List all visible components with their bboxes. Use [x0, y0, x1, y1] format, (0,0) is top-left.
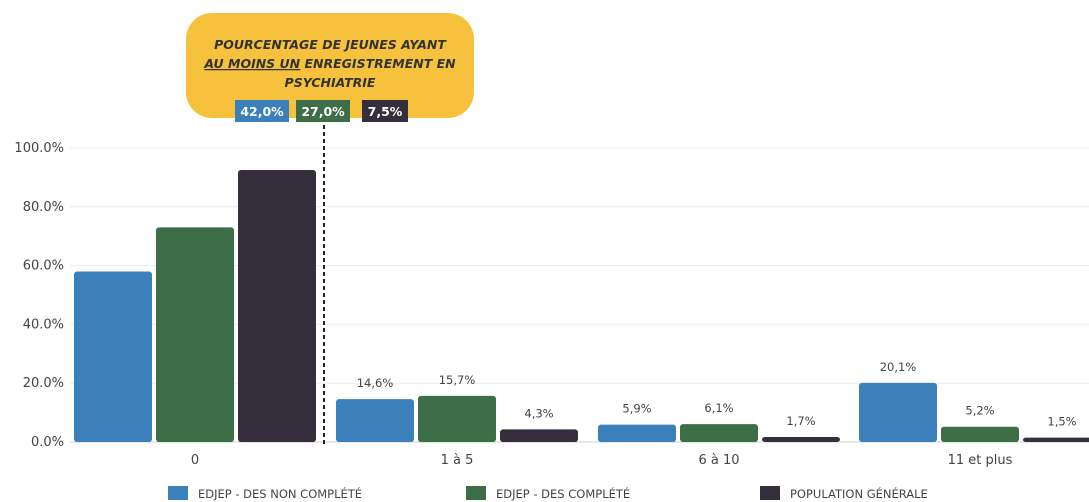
- y-tick-label: 60.0%: [23, 259, 64, 274]
- y-tick-label: 0.0%: [31, 435, 64, 450]
- y-tick-label: 80.0%: [23, 200, 64, 215]
- callout-box: POURCENTAGE DE JEUNES AYANT AU MOINS UN …: [186, 13, 474, 122]
- bar: [74, 271, 152, 442]
- data-label: 6,1%: [704, 401, 733, 415]
- x-category-label: 6 à 10: [698, 453, 739, 468]
- callout-line-3: PSYCHIATRIE: [285, 75, 376, 90]
- callout-underlined-text: AU MOINS UN: [203, 56, 300, 71]
- bar: [859, 382, 937, 442]
- legend: EDJEP - DES NON COMPLÉTÉ EDJEP - DES COMP…: [168, 486, 928, 501]
- bars: [74, 170, 1089, 443]
- bar: [418, 395, 496, 442]
- data-label: 5,2%: [965, 404, 994, 418]
- legend-swatch: [466, 486, 486, 500]
- data-label: 1,5%: [1047, 415, 1076, 429]
- x-category-label: 11 et plus: [948, 453, 1013, 468]
- bar: [762, 437, 840, 442]
- data-label: 1,7%: [786, 414, 815, 428]
- data-label: 15,7%: [439, 373, 476, 387]
- data-label: 5,9%: [622, 402, 651, 416]
- callout-line-2-rest: ENREGISTREMENT EN: [300, 56, 456, 71]
- bar: [1023, 437, 1089, 442]
- legend-label: EDJEP - DES NON COMPLÉTÉ: [198, 486, 362, 501]
- badge-population-bg: [362, 100, 408, 122]
- x-category-label: 0: [191, 453, 199, 468]
- legend-swatch: [760, 486, 780, 500]
- y-tick-label: 20.0%: [23, 376, 64, 391]
- callout-line-2: AU MOINS UN ENREGISTREMENT EN: [203, 56, 456, 71]
- y-tick-label: 100.0%: [14, 141, 64, 156]
- x-axis-categories: 0 1 à 5 6 à 10 11 et plus: [191, 453, 1013, 468]
- legend-swatch: [168, 486, 188, 500]
- data-label: 14,6%: [357, 376, 394, 390]
- bar: [680, 424, 758, 442]
- data-label: 20,1%: [880, 360, 917, 374]
- bar: [238, 170, 316, 443]
- y-tick-label: 40.0%: [23, 317, 64, 332]
- badge-non-complete: 42,0%: [240, 104, 284, 119]
- bar: [598, 424, 676, 442]
- bar: [156, 227, 234, 442]
- badge-non-complete-bg: [235, 100, 289, 122]
- legend-label: EDJEP - DES COMPLÉTÉ: [496, 486, 630, 501]
- y-axis-ticks: 0.0% 20.0% 40.0% 60.0% 80.0% 100.0%: [14, 141, 64, 450]
- callout-background: [186, 13, 474, 118]
- bar: [941, 426, 1019, 442]
- badge-complete: 27,0%: [301, 104, 345, 119]
- badge-population: 7,5%: [368, 104, 403, 119]
- legend-label: POPULATION GÉNÉRALE: [790, 486, 928, 501]
- badge-complete-bg: [296, 100, 350, 122]
- data-labels: 14,6% 15,7% 4,3% 5,9% 6,1% 1,7% 20,1% 5,2% 1,5%: [357, 360, 1077, 429]
- bar: [500, 429, 578, 442]
- x-category-label: 1 à 5: [441, 453, 474, 468]
- data-label: 4,3%: [524, 406, 553, 420]
- callout-line-1: POURCENTAGE DE JEUNES AYANT: [214, 37, 447, 52]
- bar: [336, 399, 414, 442]
